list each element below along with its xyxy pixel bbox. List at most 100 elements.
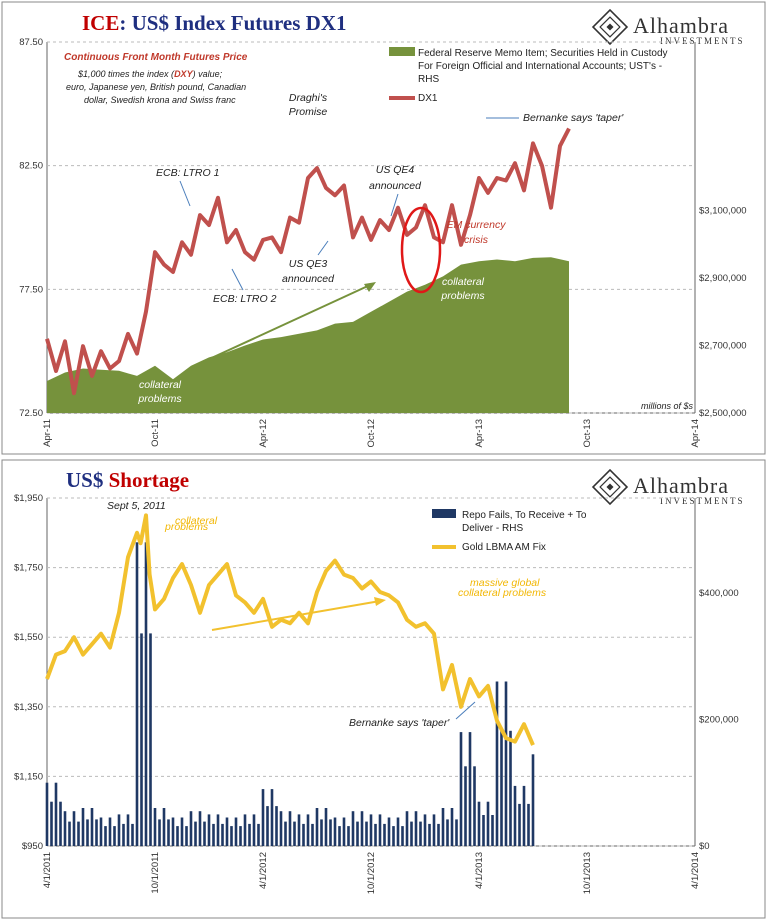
annotation-collateral-2: collateral problems	[440, 276, 485, 302]
annotation-qe3: US QE3 announced	[282, 258, 335, 285]
y-tick-right: $200,000	[699, 714, 739, 725]
repo-fails-bar	[50, 801, 53, 846]
repo-fails-bar	[491, 815, 494, 846]
trend-arrowhead-top	[364, 282, 376, 292]
repo-fails-bar	[203, 821, 206, 846]
repo-fails-bar	[171, 817, 175, 846]
x-tick: Apr-12	[258, 419, 269, 448]
repo-fails-bar	[68, 821, 71, 846]
repo-fails-bar	[252, 814, 256, 846]
repo-fails-bar	[275, 806, 278, 846]
repo-fails-bar	[95, 819, 98, 846]
repo-fails-bar	[360, 811, 364, 846]
repo-fails-bar	[437, 823, 440, 846]
annotation-qe4: US QE4 announced	[369, 164, 422, 192]
annotation-sept5: Sept 5, 2011	[107, 500, 166, 512]
y-tick-left: $1,550	[14, 632, 43, 643]
bottom-chart-panel: US$ Shortage Alhambra INVESTMENTS $1,950…	[1, 459, 766, 919]
annotation-taper-top: Bernanke says 'taper'	[523, 112, 624, 124]
x-tick: 4/1/2011	[42, 852, 53, 888]
gold-line	[45, 513, 535, 746]
y-tick-left: $950	[22, 841, 43, 852]
repo-fails-bar	[464, 766, 467, 846]
annotation-ltro2: ECB: LTRO 2	[213, 293, 277, 305]
x-tick-labels: 4/1/2011 10/1/2011 4/1/2012 10/1/2012 4/1/20…	[42, 852, 701, 894]
repo-fails-bar	[167, 819, 170, 846]
repo-fails-bar	[257, 823, 260, 846]
y-tick-left: $1,750	[14, 563, 43, 574]
annotations: Sept 5, 2011 collateralproblems massive …	[107, 500, 547, 729]
bottom-panel-border	[1, 459, 766, 919]
repo-fails-bar-series	[45, 542, 535, 846]
desc-line-3: dollar, Swedish krona and Swiss franc	[84, 95, 236, 105]
repo-fails-bar	[216, 814, 220, 846]
annotation-em-crisis: EM currency crisis	[447, 219, 507, 246]
logo-wordmark: Alhambra	[633, 13, 729, 38]
legend-label-fed: Federal Reserve Memo Item; Securities He…	[418, 48, 670, 85]
y-tick-right: $2,500,000	[699, 408, 747, 419]
repo-fails-bar	[113, 826, 116, 846]
annotation-collateral-1: collateral problems	[137, 379, 182, 405]
logo-mark-icon	[591, 468, 629, 506]
repo-fails-bar	[405, 811, 409, 846]
repo-fails-bar	[158, 819, 161, 846]
y-tick-left: 72.50	[19, 408, 43, 419]
repo-fails-bar	[45, 782, 49, 846]
x-tick: Oct-13	[582, 419, 593, 448]
right-y-tick-labels: $3,100,000 $2,900,000 $2,700,000 $2,500,000	[699, 206, 747, 419]
repo-fails-bar	[225, 817, 229, 846]
annotation-massive: massive global collateral problems	[458, 577, 547, 599]
bottom-title-prefix: US$	[66, 468, 109, 492]
repo-fails-bar	[369, 814, 373, 846]
repo-fails-bar	[504, 681, 508, 846]
repo-fails-bar	[162, 808, 166, 846]
repo-fails-bar	[468, 732, 472, 846]
repo-fails-bar	[450, 808, 454, 846]
x-tick: Apr-14	[690, 419, 701, 448]
repo-fails-bar	[459, 732, 463, 846]
repo-fails-bar	[261, 789, 265, 846]
repo-fails-bar	[279, 811, 283, 846]
repo-fails-bar	[455, 819, 458, 846]
repo-fails-bar	[77, 821, 80, 846]
repo-fails-bar	[131, 823, 134, 846]
repo-fails-bar	[414, 811, 418, 846]
repo-fails-bar	[297, 814, 301, 846]
annotation-ltro1: ECB: LTRO 1	[156, 167, 219, 179]
repo-fails-bar	[383, 823, 386, 846]
repo-fails-bar	[311, 823, 314, 846]
y-tick-left: 87.50	[19, 37, 43, 48]
repo-fails-bar	[108, 817, 112, 846]
y-tick-right: $2,900,000	[699, 273, 747, 284]
y-tick-left: 77.50	[19, 284, 43, 295]
annotation-taper-bottom: Bernanke says 'taper'	[349, 717, 450, 729]
repo-fails-bar	[518, 803, 521, 846]
logo-subtitle: INVESTMENTS	[660, 36, 745, 46]
repo-fails-bar	[117, 814, 121, 846]
repo-fails-bar	[185, 826, 188, 846]
repo-fails-bar	[270, 789, 274, 846]
annotation-collateral-gold: collateralproblems	[164, 515, 218, 533]
repo-fails-bar	[284, 821, 287, 846]
left-y-tick-labels: $1,950 $1,750 $1,550 $1,350 $1,150 $950	[14, 493, 43, 852]
top-subtitle: Continuous Front Month Futures Price	[64, 52, 248, 63]
logo-wordmark: Alhambra	[633, 473, 729, 498]
repo-fails-bar	[315, 808, 319, 846]
repo-fails-bar	[207, 814, 211, 846]
repo-fails-bar	[302, 823, 305, 846]
repo-fails-bar	[243, 814, 247, 846]
repo-fails-bar	[266, 806, 269, 846]
repo-fails-bar	[288, 811, 292, 846]
desc-line-2: euro, Japanese yen, British pound, Canad…	[66, 82, 246, 92]
bottom-chart-title: US$ Shortage	[66, 468, 189, 492]
repo-fails-bar	[248, 823, 251, 846]
arrow-taper-bottom	[455, 701, 476, 720]
x-tick: 10/1/2013	[582, 852, 593, 894]
repo-fails-bar	[477, 801, 481, 846]
repo-fails-bar	[446, 819, 449, 846]
repo-fails-bar	[81, 808, 85, 846]
repo-fails-bar	[365, 821, 368, 846]
legend-swatch-fed	[389, 47, 415, 56]
repo-fails-bar	[378, 814, 382, 846]
repo-fails-bar	[374, 823, 377, 846]
